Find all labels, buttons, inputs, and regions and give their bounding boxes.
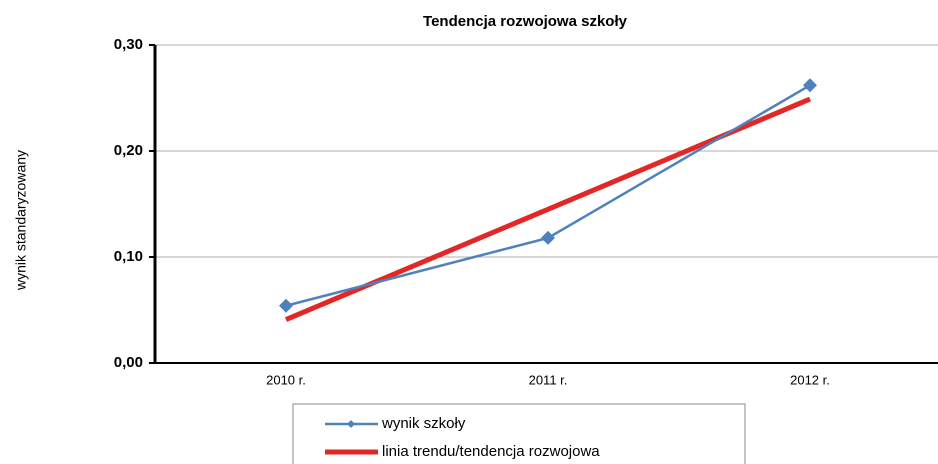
x-tick-label: 2012 r. bbox=[790, 372, 830, 387]
legend-label: wynik szkoły bbox=[381, 415, 466, 432]
y-tick-label: 0,10 bbox=[114, 248, 143, 265]
x-tick-label: 2010 r. bbox=[266, 372, 306, 387]
x-tick-label: 2011 r. bbox=[529, 372, 568, 387]
legend-marker bbox=[347, 420, 355, 428]
y-tick-label: 0,20 bbox=[114, 142, 143, 159]
y-axis-label: wynik standaryzowany bbox=[13, 150, 29, 291]
series-line bbox=[285, 84, 811, 307]
data-point bbox=[541, 230, 555, 245]
legend-label: linia trendu/tendencja rozwojowa bbox=[382, 443, 600, 460]
data-point bbox=[279, 298, 293, 313]
y-tick-label: 0,00 bbox=[114, 354, 143, 371]
chart-title: Tendencja rozwojowa szkoły bbox=[423, 13, 628, 30]
y-tick-label: 0,30 bbox=[114, 36, 143, 53]
data-point bbox=[803, 78, 817, 93]
